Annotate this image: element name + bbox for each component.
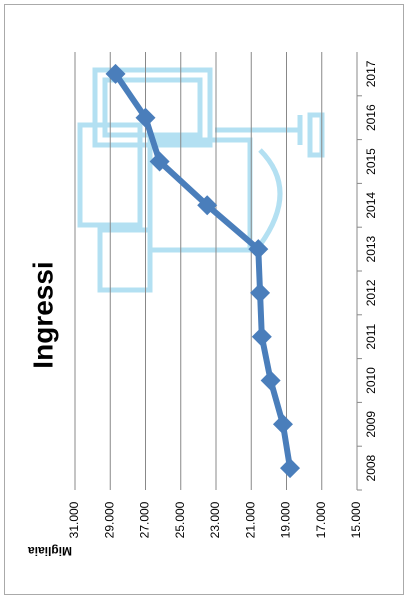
marker	[149, 151, 170, 172]
x-tick-label: 2013	[364, 235, 378, 262]
marker	[248, 239, 269, 260]
x-tick-label: 2015	[364, 148, 378, 175]
y-tick-label: 15.000	[349, 501, 363, 538]
marker	[260, 370, 281, 391]
x-tick-label: 2016	[364, 104, 378, 131]
y-tick-label: 19.000	[279, 501, 293, 538]
y-tick-label: 23.000	[208, 501, 222, 538]
chart-title: Ingressi	[27, 261, 58, 368]
axis-title: Migliaia	[28, 544, 72, 558]
x-tick-label: 2008	[364, 454, 378, 481]
x-tick-label: 2011	[364, 323, 378, 349]
x-tick-label: 2012	[364, 279, 378, 306]
y-tick-label: 25.000	[173, 501, 187, 538]
marker	[272, 414, 293, 435]
marker	[197, 195, 218, 216]
line	[113, 72, 293, 469]
marker	[105, 63, 126, 84]
marker	[251, 326, 272, 347]
marker	[280, 458, 301, 479]
marker	[250, 282, 271, 303]
y-tick-label: 27.000	[138, 501, 152, 538]
marker	[135, 107, 156, 128]
chart-border	[4, 4, 404, 595]
x-tick-label: 2017	[364, 60, 378, 87]
x-tick-label: 2009	[364, 411, 378, 438]
y-tick-label: 29.000	[102, 501, 116, 538]
x-tick-label: 2014	[364, 192, 378, 219]
y-tick-label: 17.000	[314, 501, 328, 538]
y-tick-label: 21.000	[243, 501, 257, 538]
y-tick-label: 31.000	[67, 501, 81, 538]
x-tick-label: 2010	[364, 367, 378, 394]
